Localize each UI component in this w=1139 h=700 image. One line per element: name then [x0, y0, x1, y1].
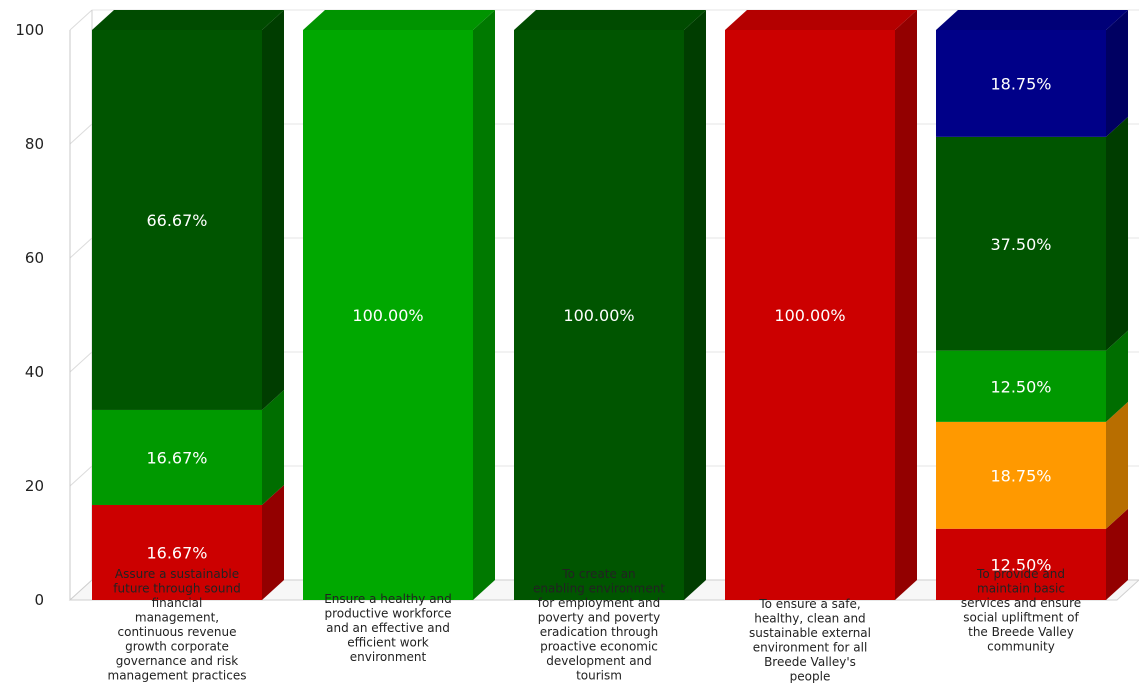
- bar-top-face: [936, 10, 1128, 30]
- data-label: 18.75%: [990, 74, 1051, 93]
- bar-segment: [92, 29, 262, 410]
- y-tick-label: 20: [25, 477, 44, 495]
- x-tick-label: Assure a sustainable: [115, 567, 239, 581]
- grid-side-line: [69, 465, 93, 487]
- x-tick-label: sustainable external: [749, 626, 871, 640]
- x-tick-label: enabling environment: [533, 582, 665, 596]
- bar-segment: [514, 30, 684, 600]
- x-tick-label: environment for all: [753, 641, 868, 655]
- y-tick-label: 40: [25, 363, 44, 381]
- data-label: 12.50%: [990, 377, 1051, 396]
- x-tick-label: continuous revenue: [118, 625, 237, 639]
- bar-side-face: [895, 10, 917, 600]
- x-tick-label: and an effective and: [326, 621, 450, 635]
- bar-segment: [725, 30, 895, 600]
- bar-segment: [303, 30, 473, 600]
- x-tick-label: for employment and: [538, 596, 661, 610]
- grid-side-line: [69, 123, 93, 145]
- data-label: 100.00%: [352, 306, 423, 325]
- y-tick-label: 0: [34, 591, 44, 609]
- bar-top-face: [303, 10, 495, 30]
- bar-segment: [92, 409, 262, 505]
- bar-side-face: [262, 389, 284, 505]
- bar-segment: [936, 350, 1106, 422]
- x-tick-label: efficient work: [347, 636, 429, 650]
- x-tick-label: people: [790, 670, 831, 684]
- x-tick-label: tourism: [576, 669, 622, 683]
- x-tick-label: future through sound: [113, 582, 240, 596]
- data-label: 16.67%: [146, 448, 207, 467]
- bar-side-face: [1106, 508, 1128, 600]
- x-tick-label: poverty and poverty: [538, 611, 661, 625]
- bar-side-face: [262, 484, 284, 600]
- bar-side-face: [1106, 330, 1128, 422]
- x-tick-label: To provide and: [976, 567, 1065, 581]
- bar-side-face: [1106, 401, 1128, 529]
- x-tick-label: Ensure a healthy and: [324, 592, 452, 606]
- y-tick-label: 100: [15, 21, 44, 39]
- x-tick-label: services and ensure: [961, 596, 1081, 610]
- x-tick-label: financial: [152, 596, 203, 610]
- bar-side-face: [473, 10, 495, 600]
- x-tick-label: healthy, clean and: [754, 612, 865, 626]
- bar-segment: [936, 30, 1106, 137]
- x-tick-label: governance and risk: [116, 654, 238, 668]
- bar-side-face: [684, 10, 706, 600]
- grid-side-line: [69, 237, 93, 259]
- x-tick-label: Breede Valley's: [764, 655, 856, 669]
- x-tick-label: management,: [135, 611, 219, 625]
- data-label: 37.50%: [990, 235, 1051, 254]
- x-tick-label: growth corporate: [125, 640, 229, 654]
- x-tick-label: environment: [350, 650, 427, 664]
- bar-top-face: [92, 9, 284, 30]
- x-tick-label: productive workforce: [324, 607, 451, 621]
- bar-side-face: [262, 9, 284, 410]
- y-tick-label: 80: [25, 135, 44, 153]
- grid-side-line: [69, 351, 93, 373]
- bar-top-face: [514, 10, 706, 30]
- data-label: 18.75%: [990, 466, 1051, 485]
- y-tick-label: 60: [25, 249, 44, 267]
- x-tick-label: the Breede Valley: [968, 625, 1074, 639]
- x-tick-label: social upliftment of: [963, 611, 1079, 625]
- x-tick-label: proactive economic: [540, 640, 658, 654]
- x-tick-label: community: [987, 640, 1055, 654]
- x-tick-label: To ensure a safe,: [758, 597, 860, 611]
- grid-side-line: [69, 9, 93, 31]
- data-label: 12.50%: [990, 555, 1051, 574]
- x-tick-label: management practices: [108, 669, 247, 683]
- bar-top-face: [725, 10, 917, 30]
- data-label: 100.00%: [563, 306, 634, 325]
- x-tick-label: To create an: [561, 567, 635, 581]
- bar-segment: [92, 504, 262, 600]
- bar-segment: [936, 136, 1106, 351]
- bar-side-face: [1106, 10, 1128, 137]
- x-tick-label: eradication through: [540, 625, 659, 639]
- x-tick-label: maintain basic: [977, 582, 1065, 596]
- data-label: 100.00%: [774, 306, 845, 325]
- bar-segment: [936, 528, 1106, 600]
- data-label: 66.67%: [146, 211, 207, 230]
- bar-side-face: [1106, 116, 1128, 351]
- x-tick-label: development and: [546, 654, 652, 668]
- bar-segment: [936, 421, 1106, 529]
- data-label: 16.67%: [146, 543, 207, 562]
